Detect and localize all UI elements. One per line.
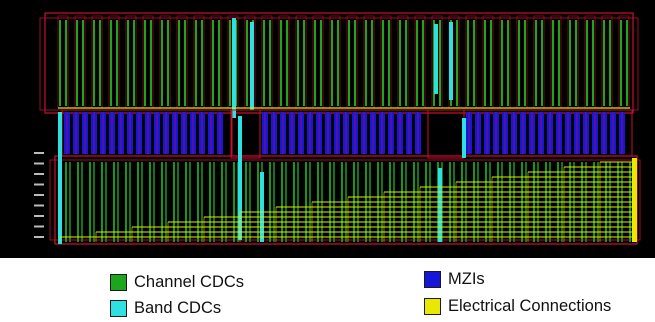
- io-pins: [34, 152, 44, 238]
- band-cdc: [232, 18, 236, 118]
- mzi-arrays: [61, 109, 633, 159]
- io-pin: [34, 183, 44, 186]
- band-cdc: [434, 24, 438, 94]
- channel-cdcs-label: Channel CDCs: [134, 273, 245, 291]
- band-cdcs-label: Band CDCs: [134, 299, 222, 317]
- io-pin: [34, 215, 44, 217]
- io-pin: [34, 152, 44, 154]
- io-pin: [34, 194, 44, 196]
- io-pin: [34, 236, 44, 238]
- io-pin: [34, 204, 44, 207]
- band-cdc: [250, 22, 254, 110]
- electrical-connections-swatch: [424, 298, 441, 315]
- electrical-pad-bus: [632, 158, 637, 242]
- io-pin: [34, 162, 44, 165]
- band-cdc: [260, 172, 264, 242]
- band-cdcs-swatch: [110, 300, 127, 317]
- legend-item-band-cdcs: Band CDCs: [110, 299, 221, 318]
- chip-layout-view: [0, 0, 655, 258]
- bottom-region-inner-outline: [49, 159, 641, 241]
- chip-layout-drawing: [34, 12, 641, 245]
- band-cdc: [58, 112, 62, 244]
- io-pin: [34, 225, 44, 228]
- legend-item-mzis: MZIs: [424, 270, 485, 289]
- mzis-swatch: [424, 271, 441, 288]
- band-cdc: [462, 118, 466, 158]
- band-cdc: [438, 168, 442, 242]
- mzis-label: MZIs: [448, 270, 485, 288]
- legend-item-channel-cdcs: Channel CDCs: [110, 273, 244, 292]
- channel-cdc-array-top: [39, 12, 639, 118]
- electrical-fanout: [59, 158, 637, 242]
- channel-cdc-array-bottom: [49, 112, 641, 245]
- channel-cdcs-swatch: [110, 274, 127, 291]
- mzi-gap-frame-left: [230, 109, 261, 159]
- legend-item-electrical-connections: Electrical Connections: [424, 297, 611, 316]
- io-pin: [34, 173, 44, 175]
- band-cdc: [238, 116, 242, 240]
- band-cdc: [449, 22, 453, 100]
- electrical-connections-label: Electrical Connections: [448, 297, 612, 315]
- mzi-gap-frame-right: [427, 109, 465, 159]
